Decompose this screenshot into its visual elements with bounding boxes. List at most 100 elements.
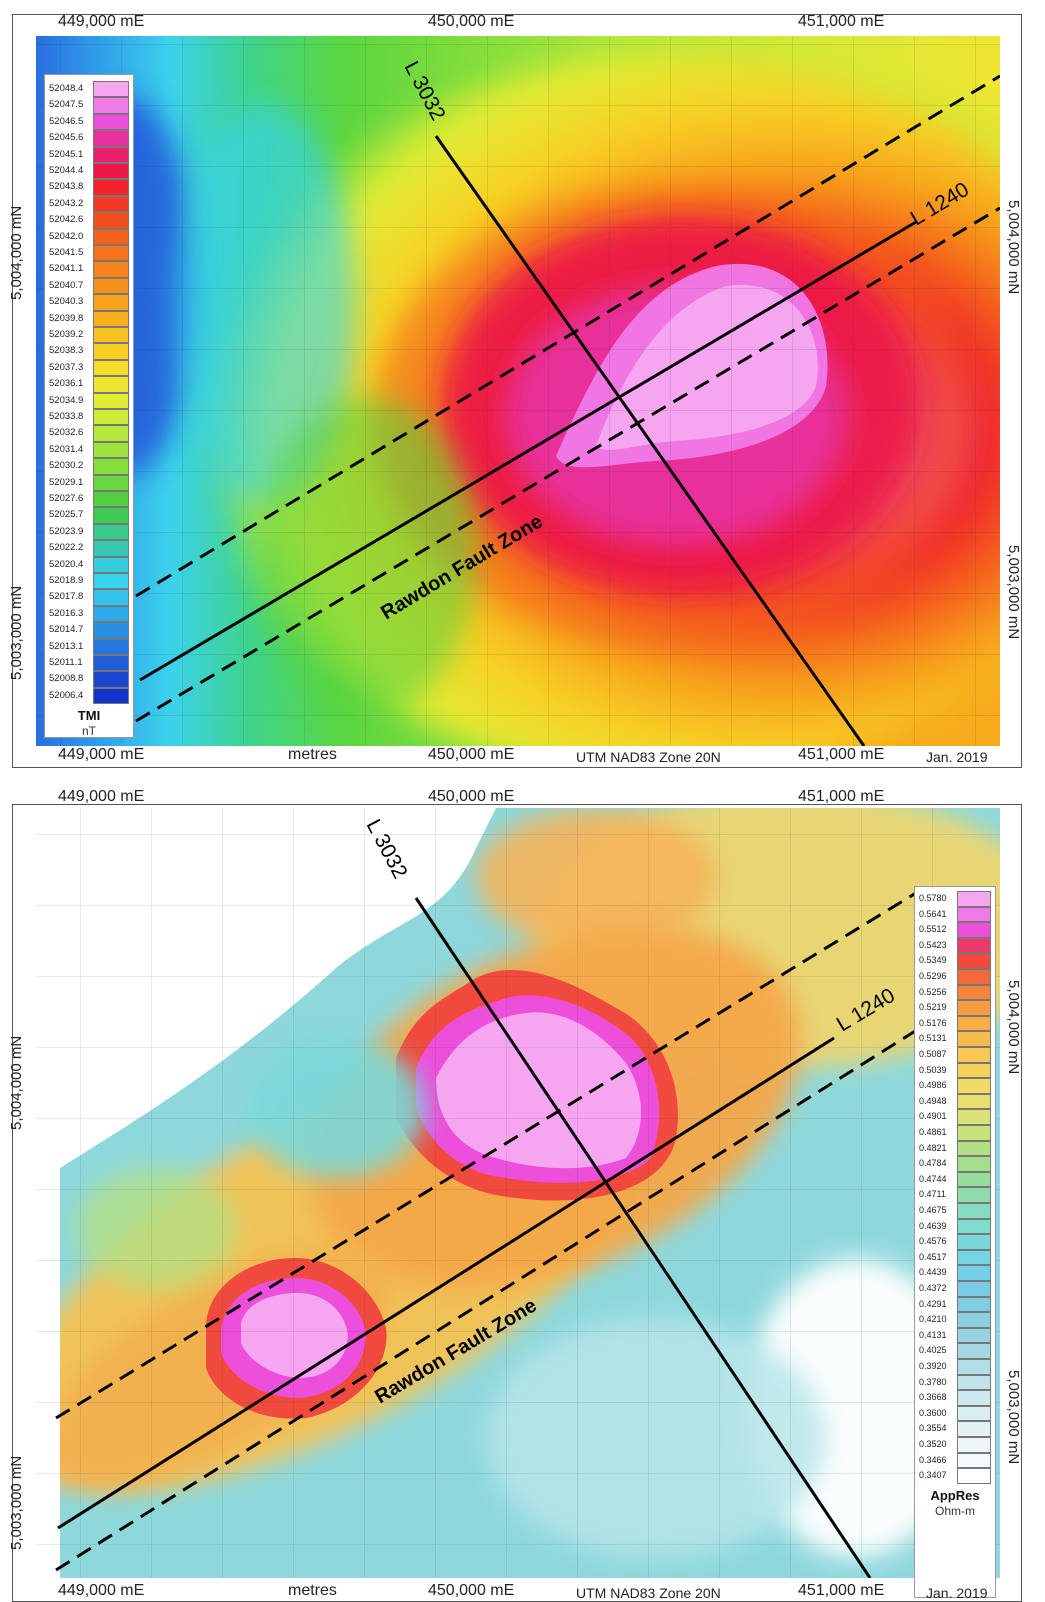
tmi-color-legend: 52048.4 52047.5 52046.5 52045.6 52045.1 52044… (44, 74, 134, 738)
legend-entry: 52041.1 (45, 261, 133, 278)
legend-swatch (957, 1359, 991, 1375)
legend-value: 0.3466 (919, 1454, 947, 1465)
legend-entry: 0.5256 (915, 984, 995, 1002)
legend-swatch (93, 425, 129, 442)
appres-color-legend: 0.5780 0.5641 0.5512 0.5423 0.5349 0.5296 0.52… (914, 886, 996, 1598)
top-easting-label: 449,000 mE (58, 788, 145, 805)
legend-entry: 52046.5 (45, 113, 133, 131)
legend-value: 52031.4 (49, 443, 84, 455)
legend-swatch (93, 589, 129, 606)
appres-map: L 3032 L 1240 Rawdon Fault Zone (36, 808, 1000, 1578)
right-northing-label: 5,004,000 mN (1005, 200, 1022, 295)
legend-entry: 0.3780 (915, 1374, 995, 1392)
tmi-map-panel: 449,000 mE 450,000 mE 451,000 mE (0, 0, 1045, 772)
legend-value: 0.4439 (919, 1267, 947, 1278)
legend-entry: 0.4639 (915, 1218, 995, 1236)
legend-swatch (957, 1343, 991, 1359)
legend-entry: 0.4948 (915, 1093, 995, 1111)
legend-swatch (93, 81, 129, 98)
right-northing-label: 5,004,000 mN (1005, 980, 1022, 1075)
legend-value: 52011.1 (49, 657, 83, 668)
legend-swatch (93, 622, 129, 639)
survey-line-l1240 (57, 1036, 835, 1530)
legend-swatch (93, 245, 129, 262)
legend-value: 52034.9 (49, 394, 84, 406)
legend-swatch (93, 458, 129, 475)
legend-swatch (93, 655, 129, 672)
legend-value: 52027.6 (49, 493, 84, 504)
legend-value: 0.4372 (919, 1283, 947, 1293)
legend-value: 52040.7 (49, 279, 84, 291)
legend-entry: 0.4372 (915, 1281, 995, 1298)
legend-swatch (93, 671, 129, 688)
legend-entry: 0.5349 (915, 953, 995, 970)
legend-swatch (957, 1390, 991, 1406)
legend-swatch (957, 906, 991, 923)
legend-value: 52045.1 (49, 148, 84, 160)
bottom-easting-label: 449,000 mE (58, 746, 145, 763)
legend-value: 52045.6 (49, 132, 84, 144)
left-northing-label: 5,004,000 mN (8, 1035, 25, 1130)
legend-swatch (93, 507, 129, 524)
legend-entry: 52045.1 (45, 146, 133, 164)
legend-entry: 52017.8 (45, 589, 133, 606)
legend-entry: 52013.1 (45, 638, 133, 656)
legend-entry: 0.4210 (915, 1312, 995, 1329)
legend-value: 52018.9 (49, 575, 84, 586)
legend-swatch (957, 1015, 991, 1032)
legend-swatch (957, 1374, 991, 1391)
legend-value: 52046.5 (49, 115, 84, 127)
legend-value: 0.5512 (919, 924, 947, 935)
left-northing-label: 5,003,000 mN (8, 585, 25, 680)
legend-value: 0.3520 (919, 1439, 947, 1449)
legend-swatch (957, 1327, 991, 1344)
legend-swatch (93, 687, 129, 705)
fault-boundary-north (55, 891, 917, 1420)
legend-swatch (93, 146, 129, 163)
legend-swatch (93, 392, 129, 409)
legend-value: 0.5256 (919, 986, 947, 997)
legend-entry: 52036.1 (45, 376, 133, 393)
legend-value: 0.5641 (919, 908, 947, 919)
legend-entry: 52020.4 (45, 556, 133, 574)
legend-entry: 0.4901 (915, 1109, 995, 1126)
legend-swatch (93, 228, 129, 245)
legend-swatch (93, 261, 129, 278)
legend-entry: 52006.4 (45, 687, 133, 705)
legend-value: 0.5349 (919, 955, 947, 966)
legend-swatch (93, 163, 129, 180)
legend-value: 52039.8 (49, 312, 84, 324)
legend-value: 0.5219 (919, 1002, 947, 1013)
legend-entry: 52016.3 (45, 605, 133, 623)
legend-entry: 0.5780 (915, 891, 995, 908)
legend-entry: 52037.3 (45, 359, 133, 377)
legend-entry: 0.4025 (915, 1343, 995, 1360)
legend-swatch (957, 1296, 991, 1313)
bottom-easting-label: 451,000 mE (798, 1582, 885, 1599)
legend-swatch (957, 1312, 991, 1328)
legend-swatch (957, 1093, 991, 1110)
legend-value: 52036.1 (49, 378, 84, 390)
legend-entry: 52031.4 (45, 441, 133, 459)
legend-entry: 0.5512 (915, 922, 995, 939)
legend-entry: 0.3668 (915, 1390, 995, 1407)
legend-swatch (957, 953, 991, 969)
legend-swatch (93, 195, 129, 213)
legend-swatch (957, 1234, 991, 1250)
legend-title: TMI (77, 708, 101, 724)
legend-swatch (93, 277, 129, 295)
legend-entry: 0.4576 (915, 1234, 995, 1251)
legend-value: 0.4639 (919, 1220, 947, 1231)
legend-value: 0.5296 (919, 971, 947, 981)
legend-swatch (93, 523, 129, 541)
date-label: Jan. 2019 (926, 749, 988, 765)
legend-entry: 0.4675 (915, 1203, 995, 1220)
legend-entry: 0.4517 (915, 1249, 995, 1267)
top-easting-label: 449,000 mE (58, 13, 145, 30)
legend-entry: 52047.5 (45, 97, 133, 114)
legend-entry: 52040.3 (45, 294, 133, 311)
legend-swatch (93, 638, 129, 655)
legend-swatch (957, 984, 991, 1001)
legend-swatch (93, 573, 129, 590)
legend-value: 52033.8 (49, 411, 84, 422)
